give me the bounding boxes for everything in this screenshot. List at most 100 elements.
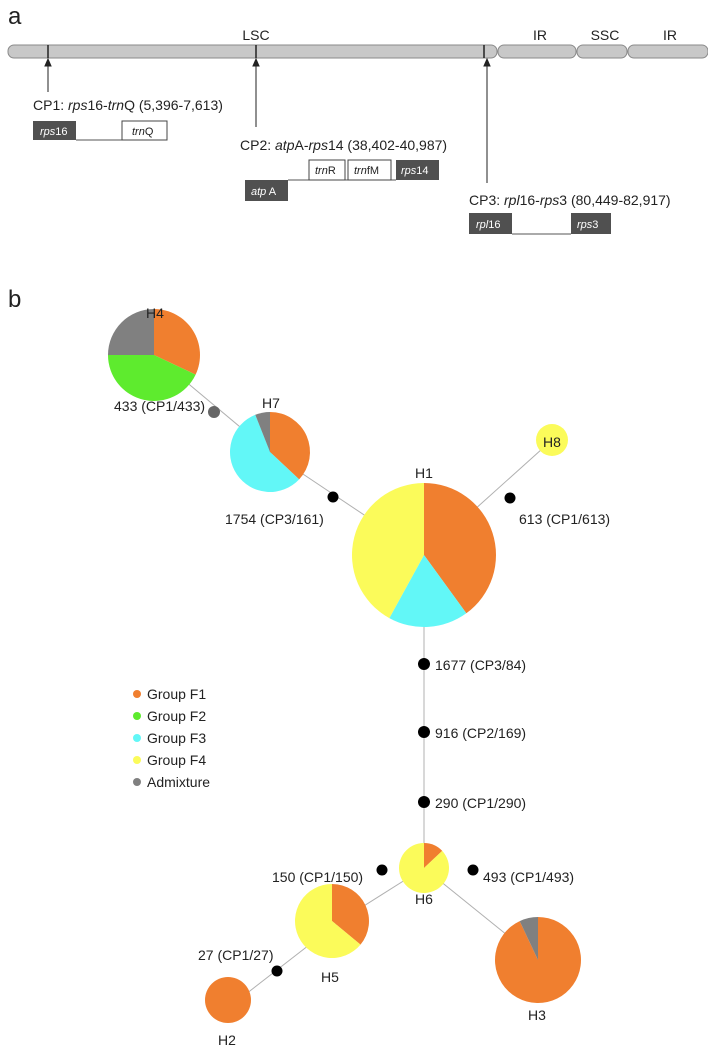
lsc-segment — [7, 44, 498, 59]
mutation-label-916: 916 (CP2/169) — [435, 725, 526, 741]
region-label-ir-1: IR — [533, 27, 547, 43]
panel-a-label: a — [8, 3, 22, 30]
pie-slice-h1-f3 — [389, 555, 467, 627]
cp3-gene-label-rpl16: rpl16 — [476, 219, 500, 231]
pie-slice-h4-f1 — [154, 309, 200, 375]
region-label-ssc: SSC — [591, 27, 620, 43]
pie-slice-h8-f4 — [536, 424, 568, 456]
mutation-dot-613 — [504, 492, 516, 504]
pie-slice-h6-f1 — [424, 843, 443, 868]
pie-slice-h5-f4 — [295, 884, 361, 959]
mutation-dot-27 — [271, 965, 283, 977]
cp1-region: CP1: rps16-trnQ (5,396-7,613) rps16 trnQ — [33, 97, 223, 141]
cp1-title: CP1: rps16-trnQ (5,396-7,613) — [33, 97, 223, 113]
haplotype-pie-h4 — [108, 309, 200, 401]
mutation-labels: 433 (CP1/433) 1754 (CP3/161) 613 (CP1/61… — [114, 398, 610, 963]
cp2-gene-box-trnfM — [347, 159, 392, 181]
cp2-gene-label-trnR: trnR — [315, 165, 336, 177]
cp3-gene-label-rps3: rps3 — [577, 219, 598, 231]
cp2-arrow — [252, 57, 260, 67]
legend: Group F1 Group F2 Group F3 Group F4 Admi… — [133, 686, 210, 790]
mutation-label-1677: 1677 (CP3/84) — [435, 657, 526, 673]
mutation-dot-493 — [467, 864, 479, 876]
mutation-dot-1754 — [327, 491, 339, 503]
cp2-title: CP2: atpA-rps14 (38,402-40,987) — [240, 137, 447, 153]
haplotype-pie-h3 — [494, 917, 581, 1003]
region-label-ir-2: IR — [663, 27, 677, 43]
cp2-gene-label-rps14: rps14 — [401, 165, 429, 177]
mutation-label-27: 27 (CP1/27) — [198, 947, 273, 963]
legend-dot-f3 — [133, 734, 141, 742]
cp3-region: CP3: rpl16-rps3 (80,449-82,917) rpl16 rp… — [469, 192, 671, 235]
haplotype-label-h8: H8 — [543, 434, 561, 450]
cp1-arrow — [44, 57, 52, 67]
pie-slice-h7-f3 — [230, 414, 300, 492]
legend-dot-f2 — [133, 712, 141, 720]
mutation-label-290: 290 (CP1/290) — [435, 795, 526, 811]
pie-slice-h7-f1 — [270, 412, 311, 480]
haplotype-label-h1: H1 — [415, 465, 433, 481]
pie-slice-h2-f1 — [205, 977, 251, 1023]
ir-segment-1 — [497, 44, 577, 59]
haplotype-pie-h8 — [536, 424, 568, 456]
cp3-gene-box-rpl16 — [469, 213, 512, 234]
haplotype-label-h5: H5 — [321, 969, 339, 985]
legend-label-admixture: Admixture — [147, 774, 210, 790]
pie-slice-h5-f1 — [332, 884, 370, 945]
pie-slice-h6-f4 — [398, 843, 449, 893]
legend-label-f1: Group F1 — [147, 686, 206, 702]
pie-slice-h3-admixture — [519, 917, 538, 960]
legend-label-f3: Group F3 — [147, 730, 206, 746]
mutation-dot-290 — [418, 796, 430, 808]
haplotype-label-h4: H4 — [146, 305, 164, 321]
haplotype-pies — [108, 309, 581, 1023]
cp3-title: CP3: rpl16-rps3 (80,449-82,917) — [469, 192, 671, 208]
mutation-label-150: 150 (CP1/150) — [272, 869, 363, 885]
mutation-dot-916 — [418, 726, 430, 738]
pie-slice-h1-f4 — [352, 483, 424, 619]
mutation-dot-1677 — [418, 658, 430, 670]
pie-slice-h1-f1 — [424, 483, 496, 614]
mutation-label-613: 613 (CP1/613) — [519, 511, 610, 527]
cp1-gene-label-rps16: rps16 — [40, 126, 68, 138]
haplotype-label-h2: H2 — [218, 1032, 236, 1048]
haplotype-pie-h5 — [295, 884, 370, 959]
ssc-segment — [576, 44, 628, 59]
cp1-gene-box-rps16 — [33, 121, 76, 140]
mutation-dot-150 — [376, 864, 388, 876]
cp2-gene-box-rps14 — [396, 160, 439, 180]
ir-segment-2 — [627, 44, 708, 59]
haplotype-pie-h6 — [398, 843, 449, 893]
mutation-label-493: 493 (CP1/493) — [483, 869, 574, 885]
haplotype-labels: H4 H7 H8 H1 H6 H5 H3 H2 — [146, 305, 561, 1048]
legend-dot-f1 — [133, 690, 141, 698]
cp2-gene-box-atpA — [245, 180, 288, 201]
haplotype-label-h6: H6 — [415, 891, 433, 907]
mutation-label-433: 433 (CP1/433) — [114, 398, 205, 414]
region-label-lsc: LSC — [242, 27, 269, 43]
legend-dot-admixture — [133, 778, 141, 786]
pie-slice-h7-admixture — [255, 412, 270, 452]
pie-slice-h4-admixture — [108, 309, 154, 355]
mutation-dots — [208, 406, 516, 977]
cp3-arrow — [483, 57, 491, 67]
cp-arrows — [44, 57, 491, 183]
cp3-gene-box-rps3 — [571, 213, 611, 234]
mutation-dot-433 — [208, 406, 220, 418]
cp2-gene-label-atpA: atp A — [251, 186, 277, 198]
mutation-label-1754: 1754 (CP3/161) — [225, 511, 324, 527]
legend-dot-f4 — [133, 756, 141, 764]
legend-label-f4: Group F4 — [147, 752, 206, 768]
haplotype-label-h3: H3 — [528, 1007, 546, 1023]
haplotype-pie-h7 — [230, 412, 311, 492]
haplotype-pie-h2 — [205, 977, 251, 1023]
cp1-gene-box-trnQ — [121, 120, 168, 141]
cp2-region: CP2: atpA-rps14 (38,402-40,987) atp A tr… — [240, 137, 447, 201]
pie-slice-h4-f2 — [108, 355, 196, 401]
cp1-gene-label-trnQ: trnQ — [132, 126, 154, 138]
haplotype-label-h7: H7 — [262, 395, 280, 411]
haplotype-pie-h1 — [352, 483, 496, 627]
cp2-gene-box-trnR — [308, 159, 346, 181]
legend-label-f2: Group F2 — [147, 708, 206, 724]
